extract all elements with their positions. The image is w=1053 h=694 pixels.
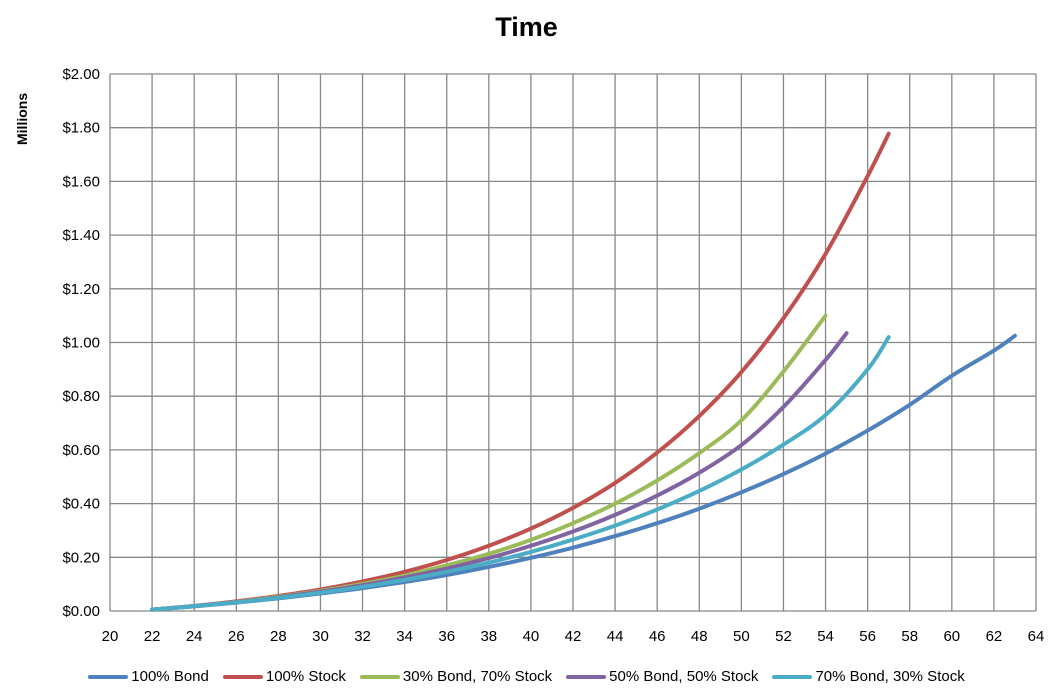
y-axis-ticks: $0.00 $0.20 $0.40 $0.60 $0.80 $1.00 $1.20 $1.40…	[62, 66, 100, 620]
y-tick-label: $0.80	[62, 388, 100, 405]
x-tick-label: 64	[1028, 628, 1045, 645]
series-line-100-bond	[150, 333, 1017, 612]
x-tick-label: 26	[228, 628, 245, 645]
x-tick-label: 24	[186, 628, 203, 645]
y-tick-label: $2.00	[62, 66, 100, 83]
legend-item: 70% Bond, 30% Stock	[772, 668, 965, 685]
x-axis-ticks: 20 22 24 26 28 30 32 34 36 38 40 42 44 46 48 50 52 54 56 58…	[102, 628, 1045, 645]
x-tick-label: 46	[649, 628, 666, 645]
series-line-70-bond-30-stock	[150, 335, 891, 612]
series-lines	[150, 131, 1017, 612]
y-tick-label: $0.20	[62, 549, 100, 566]
legend-label: 100% Stock	[265, 668, 346, 685]
y-tick-label: $1.40	[62, 227, 100, 244]
x-tick-label: 54	[817, 628, 834, 645]
x-tick-label: 48	[691, 628, 708, 645]
y-tick-label: $1.00	[62, 335, 100, 352]
legend: 100% Bond 100% Stock 30% Bond, 70% Stock 50…	[0, 668, 1053, 685]
x-tick-label: 34	[396, 628, 413, 645]
x-tick-label: 58	[901, 628, 918, 645]
x-tick-label: 32	[354, 628, 371, 645]
x-tick-label: 50	[733, 628, 750, 645]
x-tick-label: 36	[438, 628, 455, 645]
y-tick-label: $0.40	[62, 496, 100, 513]
x-tick-label: 28	[270, 628, 287, 645]
legend-label: 30% Bond, 70% Stock	[402, 668, 553, 685]
legend-swatch-icon	[222, 674, 263, 679]
x-tick-label: 44	[607, 628, 624, 645]
gridlines	[109, 73, 1037, 612]
x-tick-label: 62	[986, 628, 1003, 645]
x-tick-label: 30	[312, 628, 329, 645]
y-tick-label: $0.60	[62, 442, 100, 459]
series-line-100-stock	[150, 131, 891, 612]
y-tick-label: $1.80	[62, 120, 100, 137]
legend-swatch-icon	[566, 674, 607, 679]
legend-item: 50% Bond, 50% Stock	[566, 668, 758, 685]
x-tick-label: 40	[523, 628, 540, 645]
x-tick-label: 38	[480, 628, 497, 645]
x-tick-label: 52	[775, 628, 792, 645]
x-tick-label: 20	[102, 628, 119, 645]
x-tick-label: 56	[859, 628, 876, 645]
x-tick-label: 42	[565, 628, 582, 645]
legend-label: 100% Bond	[131, 668, 209, 685]
y-tick-label: $1.60	[62, 173, 100, 190]
y-tick-label: $1.20	[62, 281, 100, 298]
y-tick-label: $0.00	[62, 603, 100, 620]
legend-label: 70% Bond, 30% Stock	[815, 668, 965, 685]
legend-swatch-icon	[88, 674, 129, 679]
legend-swatch-icon	[359, 674, 400, 679]
x-tick-label: 60	[943, 628, 960, 645]
legend-item: 100% Bond	[88, 668, 209, 685]
legend-item: 100% Stock	[222, 668, 346, 685]
legend-item: 30% Bond, 70% Stock	[359, 668, 553, 685]
legend-label: 50% Bond, 50% Stock	[609, 668, 759, 685]
x-tick-label: 22	[144, 628, 161, 645]
series-line-50-bond-50-stock	[150, 331, 849, 612]
chart-title: Time	[495, 12, 558, 42]
legend-swatch-icon	[772, 674, 813, 679]
